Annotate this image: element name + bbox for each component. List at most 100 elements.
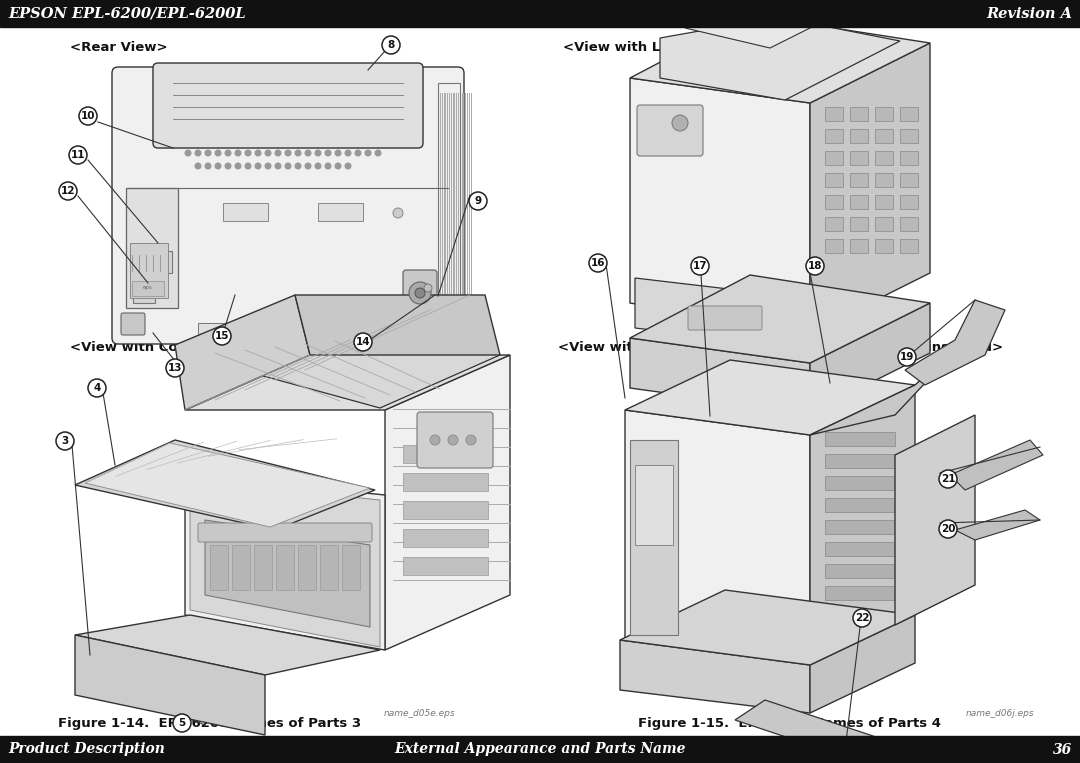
Circle shape (335, 163, 341, 169)
Text: 18: 18 (808, 261, 822, 271)
Circle shape (275, 163, 281, 169)
Circle shape (266, 150, 271, 156)
Polygon shape (660, 17, 900, 100)
Circle shape (195, 163, 201, 169)
Polygon shape (635, 278, 805, 348)
Text: 20: 20 (941, 524, 955, 534)
Bar (403, 529, 488, 547)
Circle shape (853, 609, 870, 627)
Text: name_d05e.eps: name_d05e.eps (384, 709, 456, 718)
Bar (900, 195, 918, 209)
Circle shape (382, 36, 400, 54)
Text: 8: 8 (388, 40, 394, 50)
Polygon shape (630, 338, 810, 413)
Bar (825, 239, 843, 253)
Bar (825, 476, 895, 490)
Bar (198, 323, 248, 335)
Bar (850, 217, 868, 231)
Text: 21: 21 (941, 474, 955, 484)
Circle shape (469, 192, 487, 210)
Bar (900, 107, 918, 121)
Bar (298, 545, 316, 590)
Circle shape (215, 150, 220, 156)
Circle shape (56, 432, 75, 450)
Text: <View with Covers opened>: <View with Covers opened> (70, 341, 281, 354)
Polygon shape (630, 275, 930, 363)
Bar (328, 323, 378, 335)
Polygon shape (810, 385, 915, 665)
FancyBboxPatch shape (688, 306, 762, 330)
Circle shape (235, 150, 241, 156)
Polygon shape (175, 295, 310, 410)
Circle shape (266, 163, 271, 169)
Circle shape (346, 163, 351, 169)
Text: <Rear View>: <Rear View> (70, 41, 167, 54)
Circle shape (166, 359, 184, 377)
Bar (825, 217, 843, 231)
Bar (254, 545, 272, 590)
FancyBboxPatch shape (417, 412, 492, 468)
Text: 15: 15 (215, 331, 229, 341)
Text: 12: 12 (60, 186, 76, 196)
Polygon shape (75, 615, 380, 675)
Bar (900, 129, 918, 143)
Text: Revision A: Revision A (986, 7, 1072, 21)
Circle shape (226, 163, 231, 169)
Circle shape (448, 435, 458, 445)
Polygon shape (384, 355, 510, 650)
Circle shape (691, 257, 708, 275)
Text: 16: 16 (591, 258, 605, 268)
Circle shape (285, 150, 291, 156)
Circle shape (255, 163, 260, 169)
Polygon shape (625, 360, 915, 435)
FancyBboxPatch shape (153, 63, 423, 148)
FancyBboxPatch shape (403, 270, 437, 316)
Circle shape (87, 379, 106, 397)
Circle shape (430, 435, 440, 445)
Text: 4: 4 (93, 383, 100, 393)
Bar (875, 129, 893, 143)
Circle shape (295, 163, 301, 169)
Circle shape (255, 150, 260, 156)
Bar (130, 243, 168, 298)
Circle shape (589, 254, 607, 272)
Polygon shape (205, 305, 500, 408)
Circle shape (315, 163, 321, 169)
Text: <View with Lower Cassette Unit installed>: <View with Lower Cassette Unit installed… (563, 41, 883, 54)
Circle shape (306, 163, 311, 169)
Circle shape (325, 163, 330, 169)
Bar (130, 251, 172, 273)
Bar (825, 542, 895, 556)
Text: name_d06j.eps: name_d06j.eps (966, 709, 1035, 718)
Circle shape (306, 150, 311, 156)
Bar (132, 281, 164, 296)
Polygon shape (185, 355, 510, 410)
Text: 17: 17 (692, 261, 707, 271)
Bar (825, 129, 843, 143)
Circle shape (275, 150, 281, 156)
Text: 11: 11 (71, 150, 85, 160)
Circle shape (424, 284, 432, 292)
Bar (900, 217, 918, 231)
Text: Figure 1-14.  EPL-6200 Names of Parts 3: Figure 1-14. EPL-6200 Names of Parts 3 (58, 717, 362, 730)
Circle shape (465, 435, 476, 445)
Bar (850, 151, 868, 165)
Polygon shape (905, 300, 1005, 385)
Circle shape (185, 150, 191, 156)
Text: Product Description: Product Description (8, 742, 165, 756)
Circle shape (335, 150, 341, 156)
Circle shape (315, 150, 321, 156)
Bar (875, 173, 893, 187)
Polygon shape (185, 475, 384, 650)
Bar (825, 195, 843, 209)
Bar (825, 432, 895, 446)
Bar (900, 151, 918, 165)
Polygon shape (85, 443, 370, 527)
Text: 14: 14 (355, 337, 370, 347)
Text: EPSON EPL-6200/EPL-6200L: EPSON EPL-6200/EPL-6200L (8, 7, 245, 21)
Bar (635, 465, 673, 545)
Circle shape (226, 150, 231, 156)
Bar (133, 289, 156, 303)
Bar (403, 445, 488, 463)
Circle shape (897, 348, 916, 366)
